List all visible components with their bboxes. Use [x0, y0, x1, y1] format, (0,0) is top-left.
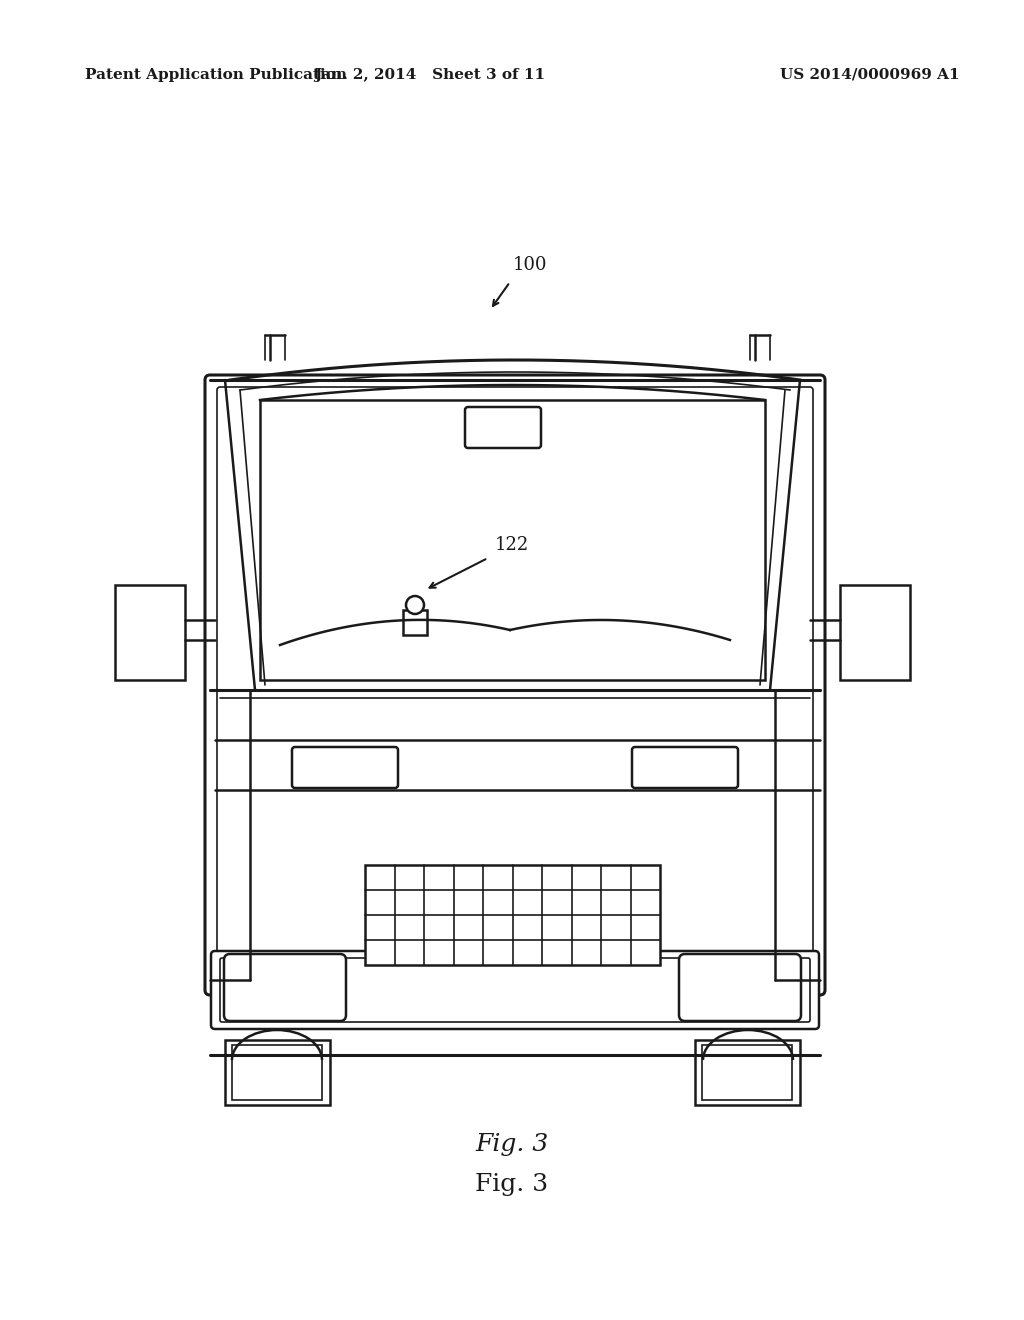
Text: Fig. 3: Fig. 3	[475, 1134, 549, 1156]
Text: 100: 100	[513, 256, 547, 275]
FancyBboxPatch shape	[679, 954, 801, 1020]
Bar	[695, 1040, 800, 1105]
Text: US 2014/0000969 A1: US 2014/0000969 A1	[780, 69, 959, 82]
Polygon shape	[260, 400, 765, 680]
Text: 122: 122	[495, 536, 529, 554]
FancyBboxPatch shape	[211, 950, 819, 1030]
FancyBboxPatch shape	[224, 954, 346, 1020]
Text: Jan. 2, 2014   Sheet 3 of 11: Jan. 2, 2014 Sheet 3 of 11	[314, 69, 546, 82]
FancyBboxPatch shape	[205, 375, 825, 995]
Bar	[232, 1045, 322, 1100]
Circle shape	[406, 597, 424, 614]
Text: Patent Application Publication: Patent Application Publication	[85, 69, 347, 82]
Bar	[840, 585, 910, 680]
Bar	[115, 585, 185, 680]
Bar	[403, 610, 427, 635]
FancyBboxPatch shape	[292, 747, 398, 788]
Bar	[702, 1045, 792, 1100]
FancyBboxPatch shape	[632, 747, 738, 788]
Bar	[365, 865, 660, 965]
Bar	[225, 1040, 330, 1105]
Text: Fig. 3: Fig. 3	[475, 1173, 549, 1196]
FancyBboxPatch shape	[465, 407, 541, 447]
